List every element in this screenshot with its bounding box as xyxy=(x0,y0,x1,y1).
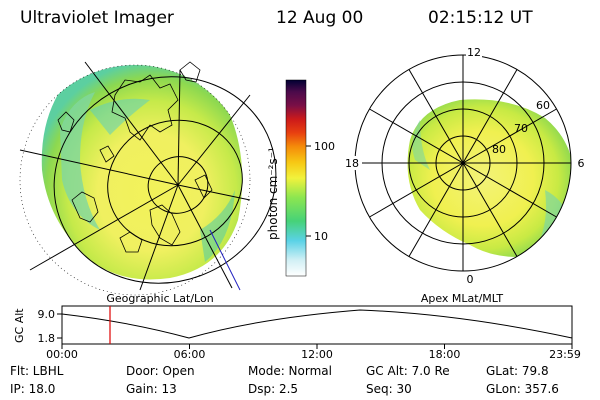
color-bar: 100 10 photon cm⁻²s⁻¹ xyxy=(266,79,335,277)
status-glon: GLon: 357.6 xyxy=(486,382,559,396)
header-date: 12 Aug 00 xyxy=(276,8,364,28)
timeline-xtick-1200: 12:00 xyxy=(301,348,333,361)
magnetic-aurora-image xyxy=(407,99,571,257)
timeline-ylabel: GC Alt xyxy=(13,308,26,343)
mlt-label-0: 0 xyxy=(467,273,474,286)
timeline-xtick-1800: 18:00 xyxy=(429,348,461,361)
timeline-ytick-9: 9.0 xyxy=(38,308,56,321)
mlat-label-80: 80 xyxy=(492,143,506,156)
status-gain: Gain: 13 xyxy=(126,382,177,396)
header-time: 02:15:12 UT xyxy=(428,8,533,28)
status-door: Door: Open xyxy=(126,364,195,378)
status-mode: Mode: Normal xyxy=(248,364,332,378)
timeline-xtick-0000: 00:00 xyxy=(46,348,78,361)
geographic-image-panel: Geographic Lat/Lon xyxy=(19,61,277,305)
status-ip: IP: 18.0 xyxy=(10,382,56,396)
status-gc-alt: GC Alt: 7.0 Re xyxy=(366,364,450,378)
geographic-aurora-image xyxy=(41,65,243,280)
geographic-caption: Geographic Lat/Lon xyxy=(106,292,213,305)
altitude-curve xyxy=(61,309,573,339)
mlt-label-6: 6 xyxy=(578,157,585,170)
colorbar-tick-10: 10 xyxy=(314,230,328,243)
mlt-label-18: 18 xyxy=(345,157,359,170)
mlat-label-70: 70 xyxy=(514,122,528,135)
orbit-timeline: 9.0 1.8 GC Alt 00:00 06:00 12:00 18:00 2… xyxy=(13,305,581,361)
mlat-label-60: 60 xyxy=(536,99,550,112)
status-dsp: Dsp: 2.5 xyxy=(248,382,299,396)
mlat-mlt-grid xyxy=(354,54,572,272)
mlt-label-12: 12 xyxy=(467,46,481,59)
status-glat: GLat: 79.8 xyxy=(486,364,549,378)
magnetic-caption: Apex MLat/MLT xyxy=(421,292,504,305)
coastlines xyxy=(57,61,213,253)
app-title: Ultraviolet Imager xyxy=(20,8,174,28)
colorbar-tick-100: 100 xyxy=(314,140,335,153)
status-seq: Seq: 30 xyxy=(366,382,412,396)
timeline-ytick-1-8: 1.8 xyxy=(38,332,56,345)
timeline-xtick-2359: 23:59 xyxy=(549,348,581,361)
timeline-xtick-0600: 06:00 xyxy=(174,348,206,361)
latlon-grid xyxy=(19,61,277,291)
status-filter: Flt: LBHL xyxy=(10,364,64,378)
colorbar-unit-label: photon cm⁻²s⁻¹ xyxy=(266,147,280,240)
terminator-line xyxy=(209,229,241,291)
magnetic-image-panel: 12 18 6 0 60 70 80 Apex MLat/MLT xyxy=(342,44,588,305)
